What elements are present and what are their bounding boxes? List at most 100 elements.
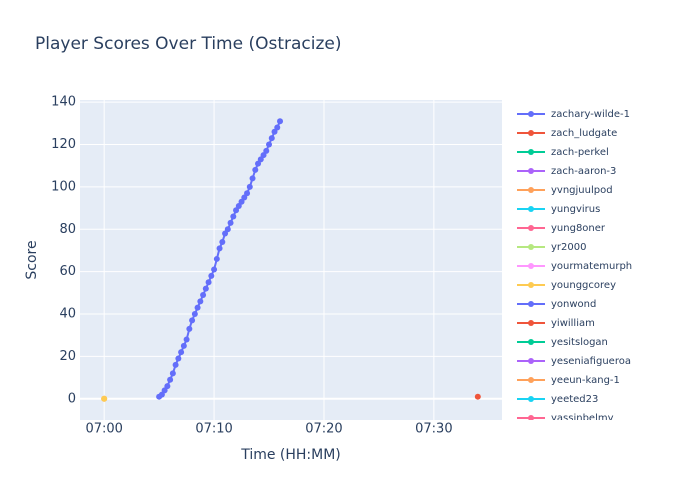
legend-marker [528, 206, 534, 212]
data-point [227, 219, 234, 226]
legend-label: yesitslogan [551, 337, 608, 348]
legend-label: yourmatemurph [551, 261, 632, 272]
data-point [260, 152, 267, 159]
x-axis-title: Time (HH:MM) [240, 447, 341, 463]
data-point [189, 317, 196, 324]
y-tick-label: 140 [51, 95, 76, 110]
legend-marker [528, 339, 534, 345]
data-point [175, 355, 182, 362]
legend-label: yvngjuulpod [551, 185, 613, 196]
legend-marker [528, 263, 534, 269]
data-point [268, 135, 275, 142]
y-tick-label: 20 [59, 349, 76, 364]
legend-label: yassinbelmy [551, 413, 614, 424]
legend-marker [528, 149, 534, 155]
x-tick-label: 07:30 [415, 422, 452, 437]
data-point [216, 245, 223, 252]
data-point [178, 349, 185, 356]
data-point [235, 202, 242, 209]
data-point [164, 383, 171, 390]
data-point [194, 304, 201, 311]
data-point [191, 311, 198, 318]
y-tick-label: 0 [68, 391, 76, 406]
legend-marker [528, 358, 534, 364]
data-point [213, 255, 220, 262]
x-tick-label: 07:00 [85, 422, 122, 437]
legend-label: yeeted23 [551, 394, 598, 405]
data-point [158, 391, 165, 398]
data-point [101, 395, 108, 402]
data-point [255, 160, 262, 167]
legend-label: younggcorey [551, 280, 616, 291]
data-point [241, 194, 248, 201]
data-point [205, 279, 212, 286]
legend-label: yr2000 [551, 242, 586, 253]
legend-label: zach-aaron-3 [551, 166, 616, 177]
data-point [211, 266, 218, 273]
data-point [266, 141, 273, 148]
data-point [200, 291, 207, 298]
legend-marker [528, 244, 534, 250]
legend-label: zachary-wilde-1 [551, 109, 630, 120]
legend: zachary-wilde-1 zach_ludgate zach-perkel za… [517, 109, 632, 424]
legend-marker [528, 187, 534, 193]
x-tick-label: 07:20 [305, 422, 342, 437]
y-tick-label: 120 [51, 137, 76, 152]
data-point [249, 175, 256, 182]
data-point [222, 230, 229, 237]
data-point [169, 370, 176, 377]
y-tick-label: 100 [51, 179, 76, 194]
data-point [274, 124, 281, 131]
y-tick-label: 80 [59, 222, 76, 237]
data-point [186, 325, 193, 332]
legend-marker [528, 377, 534, 383]
data-point [183, 336, 190, 343]
chart-title: Player Scores Over Time (Ostracize) [35, 34, 342, 54]
data-point [161, 387, 168, 394]
y-tick-label: 40 [59, 307, 76, 322]
legend-label: yiwilliam [551, 318, 595, 329]
data-point [257, 156, 264, 163]
data-point [233, 207, 240, 214]
data-point [246, 183, 253, 190]
data-point [224, 226, 231, 233]
data-point [230, 213, 237, 220]
plot-marks [101, 118, 481, 402]
legend-label: zach_ludgate [551, 128, 617, 139]
data-point [277, 118, 284, 125]
legend-marker [528, 301, 534, 307]
grid: 0 20 40 60 80 100 120 140 07:00 07:10 07:20 07:30 [51, 95, 502, 437]
legend-marker [528, 282, 534, 288]
plot-area [80, 100, 502, 420]
data-point [219, 238, 226, 245]
legend-label: zach-perkel [551, 147, 609, 158]
legend-marker [528, 320, 534, 326]
legend-label: yeseniafigueroa [551, 356, 631, 367]
legend-label: yeeun-kang-1 [551, 375, 620, 386]
legend-marker [528, 396, 534, 402]
y-tick-label: 60 [59, 264, 76, 279]
legend-marker [528, 225, 534, 231]
data-point [202, 285, 209, 292]
data-point [474, 393, 481, 400]
data-point [244, 190, 251, 197]
y-axis-title: Score [24, 240, 40, 279]
x-tick-label: 07:10 [195, 422, 232, 437]
legend-marker [528, 168, 534, 174]
legend-marker [528, 415, 534, 420]
data-point [208, 272, 215, 279]
data-point [167, 376, 174, 383]
legend-marker [528, 111, 534, 117]
data-point [180, 342, 187, 349]
legend-label: yung8oner [551, 223, 606, 234]
legend-marker [528, 130, 534, 136]
data-point [263, 147, 270, 154]
data-point [197, 298, 204, 305]
legend-label: yonwond [551, 299, 596, 310]
data-point [252, 166, 259, 173]
data-point [271, 128, 278, 135]
legend-label: yungvirus [551, 204, 600, 215]
data-point [238, 198, 245, 205]
